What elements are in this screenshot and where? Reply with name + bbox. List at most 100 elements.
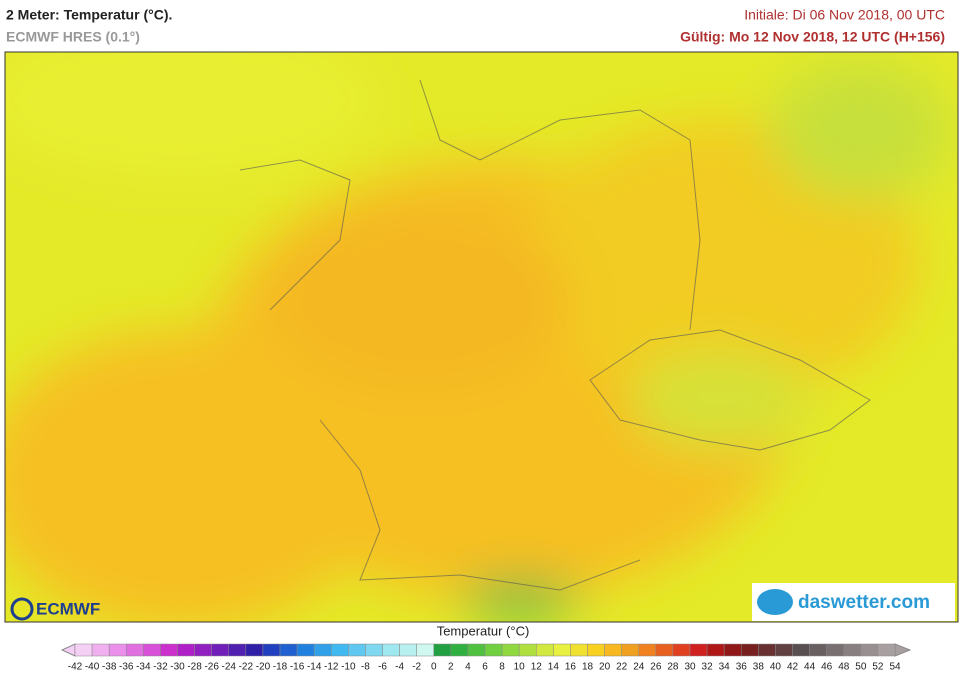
colorbar-label: -22: [239, 662, 254, 673]
colorbar-label: -2: [412, 662, 421, 673]
colorbar-title: Temperatur (°C): [437, 623, 530, 638]
color-swatch: [348, 643, 366, 657]
colorbar-label: 32: [702, 662, 714, 673]
colorbar-label: 38: [753, 662, 765, 673]
color-swatch: [792, 643, 810, 657]
color-swatch: [467, 643, 486, 657]
colorbar-label: 40: [770, 662, 782, 673]
color-swatch: [126, 643, 144, 657]
colorbar-label: 6: [482, 662, 488, 673]
color-swatch: [160, 643, 178, 657]
colorbar-label: 2: [448, 662, 454, 673]
color-swatch: [587, 643, 605, 657]
color-swatch: [331, 643, 349, 657]
color-swatch: [484, 643, 503, 657]
color-swatch: [723, 643, 742, 657]
colorbar-label: -42: [68, 662, 83, 673]
color-swatch: [570, 643, 588, 657]
colorbar-label: 42: [787, 662, 799, 673]
colorbar-label: 36: [736, 662, 748, 673]
colorbar-label: -40: [85, 662, 100, 673]
ecmwf-logo: ECMWF: [10, 597, 100, 621]
color-swatch: [143, 643, 161, 657]
colorbar-label: 14: [548, 662, 560, 673]
color-swatch: [638, 643, 657, 657]
colorbar-label: 44: [804, 662, 816, 673]
color-swatch: [706, 643, 725, 657]
map-frame: [4, 51, 959, 623]
logo-text: daswetter.com: [798, 592, 930, 613]
color-swatch: [211, 643, 230, 657]
colorbar-label: 18: [582, 662, 594, 673]
initial-time: Initiale: Di 06 Nov 2018, 00 UTC: [744, 7, 945, 23]
colorbar-label: 12: [531, 662, 543, 673]
colorbar-label: 10: [514, 662, 526, 673]
colorbar-label: -34: [136, 662, 151, 673]
color-swatch: [877, 643, 896, 657]
colorbar-label: 52: [872, 662, 884, 673]
colorbar-label: 8: [499, 662, 505, 673]
colorbar: -42 -40 -38 -36 -34 -32 -30 -28 -26 -24 -22 -20 -18-…: [60, 643, 912, 673]
colorbar-label: 34: [719, 662, 731, 673]
subtitle: ECMWF HRES (0.1°): [6, 29, 140, 45]
color-swatch: [91, 643, 110, 657]
colorbar-label: 54: [889, 662, 901, 673]
colorbar-label: -28: [187, 662, 202, 673]
colorbar-label: -4: [395, 662, 404, 673]
colorbar-label: -12: [324, 662, 339, 673]
color-swatch: [689, 643, 708, 657]
color-swatch: [553, 643, 571, 657]
colorbar-label: -16: [290, 662, 305, 673]
color-swatch: [450, 643, 469, 657]
colorbar-label: 16: [565, 662, 577, 673]
color-swatch: [809, 643, 827, 657]
color-swatch: [228, 643, 247, 657]
color-swatch: [433, 643, 452, 657]
color-swatch: [758, 643, 776, 657]
colorbar-label: -38: [102, 662, 117, 673]
color-swatch: [245, 643, 264, 657]
colorbar-label: 24: [633, 662, 645, 673]
colorbar-label: -8: [361, 662, 370, 673]
logo-text: ECMWF: [36, 599, 100, 618]
color-swatch: [399, 643, 417, 657]
color-swatch: [860, 643, 879, 657]
colorbar-label: 0: [431, 662, 437, 673]
colorbar-end: [60, 643, 76, 657]
colorbar-label: -32: [153, 662, 168, 673]
colorbar-label: -20: [256, 662, 271, 673]
color-swatch: [775, 643, 793, 657]
color-swatch: [501, 643, 520, 657]
colorbar-label: 26: [650, 662, 662, 673]
colorbar-label: 20: [599, 662, 611, 673]
valid-time: Gültig: Mo 12 Nov 2018, 12 UTC (H+156): [680, 29, 945, 45]
color-swatch: [74, 643, 93, 657]
color-swatch: [843, 643, 862, 657]
title: 2 Meter: Temperatur (°C).: [6, 7, 172, 23]
colorbar-label: -26: [204, 662, 219, 673]
colorbar-label: -36: [119, 662, 134, 673]
color-swatch: [826, 643, 845, 657]
temperature-field: [5, 52, 958, 622]
colorbar-label: -18: [273, 662, 288, 673]
color-swatch: [262, 643, 281, 657]
colorbar-label: 22: [616, 662, 628, 673]
daswetter-logo: daswetter.com: [752, 583, 955, 621]
colorbar-label: 4: [465, 662, 471, 673]
color-swatch: [536, 643, 554, 657]
color-swatch: [382, 643, 400, 657]
colorbar-label: 46: [821, 662, 833, 673]
color-swatch: [655, 643, 674, 657]
color-swatch: [672, 643, 691, 657]
colorbar-label: -24: [222, 662, 237, 673]
colorbar-label: 48: [838, 662, 850, 673]
colorbar-label: -10: [341, 662, 356, 673]
color-swatch: [365, 643, 383, 657]
color-swatch: [416, 643, 434, 657]
color-swatch: [108, 643, 127, 657]
color-swatch: [177, 643, 195, 657]
colorbar-label: -30: [170, 662, 185, 673]
color-swatch: [313, 643, 332, 657]
